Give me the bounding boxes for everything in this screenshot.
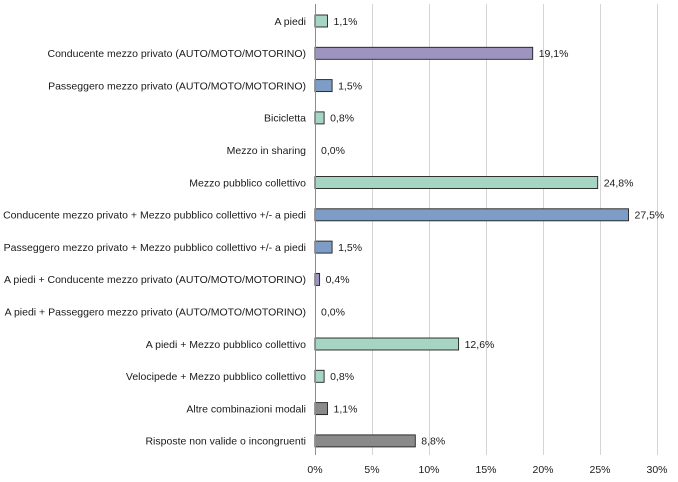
data-label: 24,8% — [604, 177, 634, 189]
data-label: 0,0% — [321, 307, 345, 319]
bar — [314, 208, 629, 222]
x-tick-label: 20% — [532, 464, 553, 476]
chart-value-labels: 1,1% 19,1% 1,5% 0,8% 0,0% 24,8% 27,5% 1,5% 0,4% 0… — [321, 16, 664, 448]
data-label: 19,1% — [539, 48, 569, 60]
chart-gridlines — [372, 4, 658, 455]
x-tick-label: 5% — [364, 464, 379, 476]
data-label: 0,0% — [321, 145, 345, 157]
bar — [314, 402, 328, 416]
x-tick-label: 0% — [307, 464, 322, 476]
category-label: Risposte non valide o incongruenti — [145, 436, 306, 448]
bar — [314, 79, 333, 93]
category-label: Velocipede + Mezzo pubblico collettivo — [126, 371, 306, 383]
bar — [314, 434, 416, 448]
bar — [314, 14, 328, 28]
data-label: 27,5% — [635, 210, 665, 222]
x-tick-label: 15% — [475, 464, 496, 476]
category-label: A piedi — [274, 16, 306, 28]
category-label: A piedi + Mezzo pubblico collettivo — [146, 339, 306, 351]
category-label: Passeggero mezzo privato (AUTO/MOTO/MOTO… — [48, 80, 306, 92]
category-label: Altre combinazioni modali — [186, 403, 306, 415]
data-label: 12,6% — [465, 339, 495, 351]
bar — [314, 46, 534, 60]
category-label: A piedi + Passeggero mezzo privato (AUTO… — [5, 307, 306, 319]
chart-category-labels: A piedi Conducente mezzo privato (AUTO/MO… — [3, 16, 306, 448]
category-label: Mezzo pubblico collettivo — [189, 177, 306, 189]
data-label: 0,4% — [326, 274, 350, 286]
x-tick-label: 25% — [589, 464, 610, 476]
data-label: 8,8% — [421, 436, 445, 448]
x-tick-label: 10% — [418, 464, 439, 476]
data-label: 1,5% — [338, 80, 362, 92]
bar — [314, 111, 325, 125]
data-label: 1,1% — [334, 403, 358, 415]
chart-tick-labels: 0% 5% 10% 15% 20% 25% 30% — [307, 464, 667, 476]
category-label: Passeggero mezzo privato + Mezzo pubblic… — [4, 242, 306, 254]
data-label: 1,5% — [338, 242, 362, 254]
category-label: A piedi + Conducente mezzo privato (AUTO… — [4, 274, 306, 286]
bar — [314, 176, 599, 189]
category-label: Mezzo in sharing — [227, 145, 307, 157]
data-label: 1,1% — [334, 16, 358, 28]
data-label: 0,8% — [330, 113, 354, 125]
category-label: Conducente mezzo privato (AUTO/MOTO/MOTO… — [48, 48, 307, 60]
x-tick-label: 30% — [646, 464, 667, 476]
bar — [314, 240, 333, 254]
bar — [314, 337, 460, 351]
data-label: 0,8% — [330, 371, 354, 383]
category-label: Conducente mezzo privato + Mezzo pubblic… — [3, 210, 306, 222]
bar — [314, 369, 325, 383]
chart-bars — [314, 14, 629, 448]
category-label: Bicicletta — [264, 113, 306, 125]
